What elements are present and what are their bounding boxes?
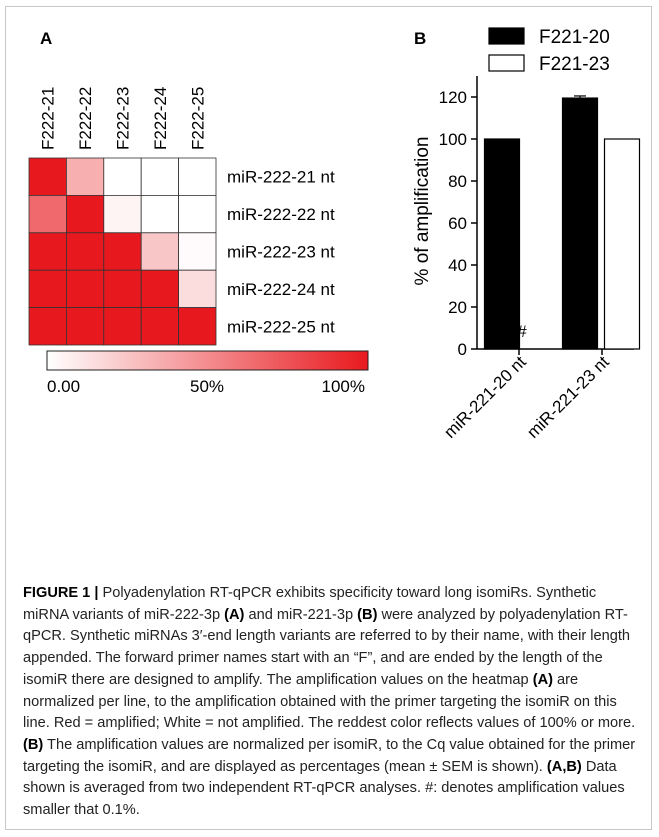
heatmap-column-labels: F222-21 F222-22 F222-23 F222-24 F222-25 bbox=[39, 87, 208, 150]
heatmap-cell bbox=[103, 194, 142, 234]
caption-text: and miR-221-3p bbox=[244, 606, 358, 623]
heatmap-cell bbox=[66, 194, 105, 234]
caption-text: Polyadenylation RT-qPCR exhibits specifi… bbox=[23, 585, 597, 623]
legend-swatch bbox=[488, 27, 525, 45]
heatmap-column-label: F222-24 bbox=[151, 87, 170, 150]
y-tick-label: 0 bbox=[458, 340, 467, 359]
color-scale-min-label: 0.00 bbox=[47, 377, 80, 396]
caption-ref: (B) bbox=[23, 736, 44, 753]
bar-chart-bars bbox=[483, 95, 641, 350]
panel-b-label: B bbox=[414, 29, 426, 48]
heatmap-cell bbox=[140, 307, 179, 346]
heatmap-cell bbox=[66, 307, 105, 346]
y-tick-label: 100 bbox=[439, 130, 467, 149]
heatmap-row-labels: miR-222-21 nt miR-222-22 nt miR-222-23 nt m… bbox=[227, 168, 335, 337]
y-tick-label: 80 bbox=[448, 172, 467, 191]
heatmap-cell bbox=[66, 269, 105, 309]
heatmap-cell bbox=[28, 232, 67, 271]
bar-chart-y-axis-title: % of amplification bbox=[412, 137, 433, 286]
caption-text: were analyzed by polyadenylation RT-qPCR… bbox=[23, 606, 631, 688]
caption-ref: (B) bbox=[357, 606, 378, 623]
heatmap-color-scale bbox=[46, 350, 369, 371]
heatmap-cell bbox=[28, 157, 67, 196]
figure-label: FIGURE 1 | bbox=[23, 585, 99, 601]
panel-a-label: A bbox=[40, 29, 52, 48]
y-tick-label: 40 bbox=[448, 256, 467, 275]
caption-text: Data shown is averaged from two independ… bbox=[23, 758, 625, 819]
y-tick-label: 20 bbox=[448, 298, 467, 317]
heatmap-cell bbox=[66, 157, 105, 196]
heatmap-cell bbox=[28, 307, 67, 346]
heatmap-column-label: F222-21 bbox=[39, 87, 58, 150]
heatmap-cell bbox=[103, 232, 142, 271]
legend-label: F221-20 bbox=[539, 27, 610, 48]
heatmap-cell bbox=[103, 269, 142, 309]
bar bbox=[603, 138, 641, 350]
heatmap-cell bbox=[103, 307, 142, 346]
heatmap-row-label: miR-222-23 nt bbox=[227, 243, 335, 262]
legend-label: F221-23 bbox=[539, 54, 610, 75]
heatmap-cell bbox=[28, 194, 67, 234]
heatmap-column-label: F222-25 bbox=[188, 87, 207, 150]
heatmap-row-label: miR-222-25 nt bbox=[227, 317, 335, 336]
heatmap-row-label: miR-222-24 nt bbox=[227, 280, 335, 299]
caption-text: are normalized per line, to the amplific… bbox=[23, 671, 636, 732]
caption-text: The amplification values are normalized … bbox=[23, 736, 636, 775]
caption-ref: (A,B) bbox=[546, 758, 582, 775]
x-tick-label: miR-221-20 nt bbox=[440, 352, 530, 442]
figure-caption: FIGURE 1 | Polyadenylation RT-qPCR exhib… bbox=[23, 583, 640, 822]
bar bbox=[483, 138, 521, 350]
heatmap-cells bbox=[28, 157, 217, 346]
heatmap-cell bbox=[66, 232, 105, 271]
heatmap-column-label: F222-22 bbox=[76, 87, 95, 150]
heatmap-row-label: miR-222-22 nt bbox=[227, 205, 335, 224]
legend-swatch bbox=[488, 54, 525, 72]
figure-graphics: A F222-21 F222-22 F222-23 F222-24 F222-25 mi… bbox=[28, 27, 641, 442]
y-tick-label: 120 bbox=[439, 88, 467, 107]
heatmap-cell bbox=[140, 232, 179, 271]
heatmap-row-label: miR-222-21 nt bbox=[227, 168, 335, 187]
heatmap-cell bbox=[178, 194, 217, 234]
x-tick-label: miR-221-23 nt bbox=[523, 352, 613, 442]
figure-frame bbox=[5, 6, 652, 830]
caption-ref: (A) bbox=[224, 606, 245, 623]
heatmap-cell bbox=[28, 269, 67, 309]
y-tick-label: 60 bbox=[448, 214, 467, 233]
heatmap-cell bbox=[103, 157, 142, 196]
hash-marker: # bbox=[517, 322, 527, 341]
heatmap-cell bbox=[140, 269, 179, 309]
heatmap-cell bbox=[140, 157, 179, 196]
bar-chart-y-axis: 0 20 40 60 80 100 120 bbox=[439, 76, 634, 359]
heatmap-column-label: F222-23 bbox=[114, 87, 133, 150]
caption-ref: (A) bbox=[532, 671, 553, 688]
heatmap-cell bbox=[178, 232, 217, 271]
heatmap-cell bbox=[140, 194, 179, 234]
color-scale-mid-label: 50% bbox=[190, 377, 224, 396]
color-scale-max-label: 100% bbox=[322, 377, 365, 396]
heatmap-cell bbox=[178, 157, 217, 196]
heatmap-cell bbox=[178, 269, 217, 309]
bar bbox=[561, 97, 599, 350]
heatmap-cell bbox=[178, 307, 217, 346]
bar-chart-legend: F221-20 F221-23 bbox=[488, 27, 610, 75]
